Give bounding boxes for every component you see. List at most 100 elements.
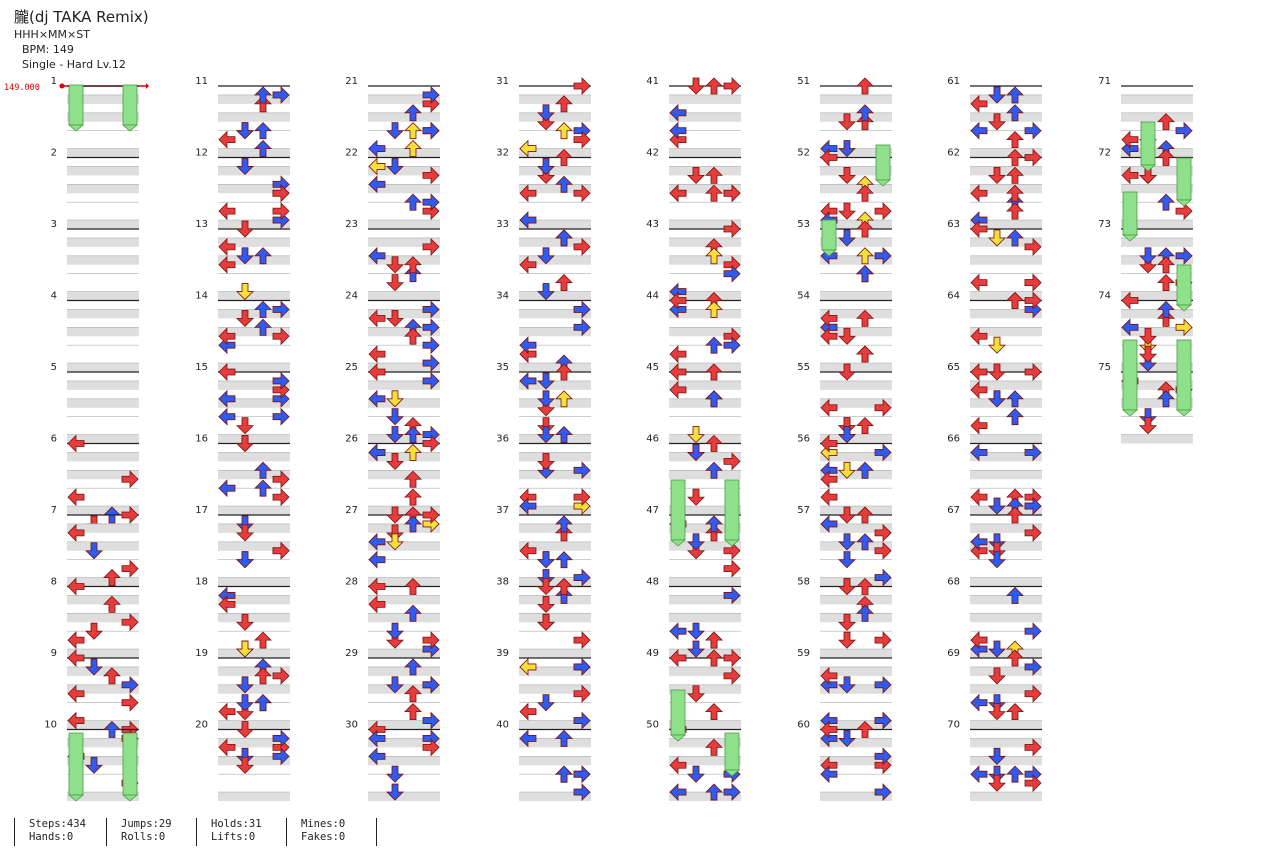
hold-body: [68, 84, 84, 126]
beat-band: [519, 577, 591, 587]
hold-tail: [1175, 199, 1193, 207]
step-arrow: [254, 95, 272, 113]
beat-band: [368, 309, 440, 319]
measure-number: 32: [496, 148, 509, 159]
step-arrow: [705, 783, 723, 801]
step-arrow: [67, 577, 85, 596]
step-arrow: [970, 380, 988, 399]
step-arrow: [1157, 113, 1175, 131]
beat-band: [519, 666, 591, 676]
step-arrow: [236, 551, 254, 569]
hold-body: [724, 732, 740, 771]
measure-number: 1: [51, 76, 57, 87]
step-arrow: [103, 667, 121, 685]
beat-band: [669, 649, 741, 658]
step-arrow: [573, 657, 591, 676]
beat-band: [218, 327, 290, 337]
measure-number: 70: [947, 720, 960, 731]
beat-band: [218, 452, 290, 462]
hold-tail: [121, 794, 139, 802]
step-arrow: [669, 649, 687, 667]
beat-band: [669, 738, 741, 748]
step-arrow: [874, 523, 892, 542]
measure-number: 75: [1098, 362, 1111, 373]
step-arrow: [537, 595, 555, 613]
step-arrow: [573, 300, 591, 319]
beat-band: [970, 666, 1042, 676]
hold-tail: [820, 249, 838, 257]
step-arrow: [988, 113, 1006, 131]
beat-band: [67, 94, 139, 104]
step-arrow: [272, 327, 290, 346]
beat-band: [970, 255, 1042, 265]
beat-band: [519, 452, 591, 462]
beat-band: [1121, 237, 1193, 247]
step-arrow: [254, 300, 272, 318]
bpm-marker-dot: [59, 83, 65, 89]
step-arrow: [856, 265, 874, 283]
beat-band: [218, 577, 290, 587]
beat-band: [970, 738, 1042, 748]
beat-band: [669, 541, 741, 551]
beat-band: [669, 94, 741, 104]
step-arrow: [1024, 657, 1042, 676]
step-arrow: [1157, 309, 1175, 327]
step-arrow: [856, 720, 874, 738]
step-arrow: [874, 568, 892, 587]
beat-band: [67, 738, 139, 748]
hold-tail: [669, 734, 687, 742]
step-arrow: [820, 470, 838, 489]
step-arrow: [1006, 390, 1024, 408]
beat-band: [368, 756, 440, 766]
beat-band: [820, 363, 892, 372]
beat-band: [820, 398, 892, 408]
beat-band: [970, 577, 1042, 587]
step-chart-canvas: 149.000123456789101112131415161718192021…: [4, 76, 1193, 802]
measure-number: 16: [195, 434, 208, 445]
measure-number: 41: [646, 76, 659, 87]
beat-band: [218, 756, 290, 766]
step-arrow: [121, 675, 139, 694]
step-arrow: [422, 631, 440, 650]
beat-band: [1121, 434, 1193, 444]
step-arrow: [254, 139, 272, 157]
step-arrow: [236, 721, 254, 739]
step-arrow: [988, 166, 1006, 184]
step-arrow: [573, 237, 591, 256]
beat-band: [820, 541, 892, 551]
step-arrow: [838, 578, 856, 596]
beat-band: [820, 720, 892, 730]
beat-band: [970, 148, 1042, 158]
step-arrow: [687, 166, 705, 184]
measure-number: 58: [797, 577, 810, 588]
beat-band: [67, 577, 139, 587]
beat-band: [820, 291, 892, 301]
step-arrow: [103, 595, 121, 613]
step-arrow: [537, 578, 555, 596]
step-arrow: [970, 693, 988, 712]
beat-band: [368, 684, 440, 694]
beat-band: [820, 94, 892, 104]
step-arrow: [236, 613, 254, 631]
step-arrow: [422, 506, 440, 524]
step-arrow: [218, 702, 236, 721]
beat-band: [970, 184, 1042, 194]
step-arrow: [1024, 497, 1042, 516]
beat-band: [368, 220, 440, 229]
step-arrow: [555, 524, 573, 542]
step-arrow: [218, 389, 236, 408]
step-arrow: [368, 550, 386, 569]
step-arrow: [856, 417, 874, 435]
step-arrow: [368, 577, 386, 596]
step-arrow: [820, 327, 838, 346]
beat-band: [519, 470, 591, 480]
step-arrow: [705, 515, 723, 533]
measure-number: 38: [496, 577, 509, 588]
step-arrow: [988, 229, 1006, 247]
step-arrow: [856, 104, 874, 122]
step-arrow: [368, 175, 386, 194]
step-arrow: [537, 452, 555, 470]
beat-band: [368, 470, 440, 480]
step-arrow: [838, 631, 856, 649]
beat-band: [67, 470, 139, 480]
